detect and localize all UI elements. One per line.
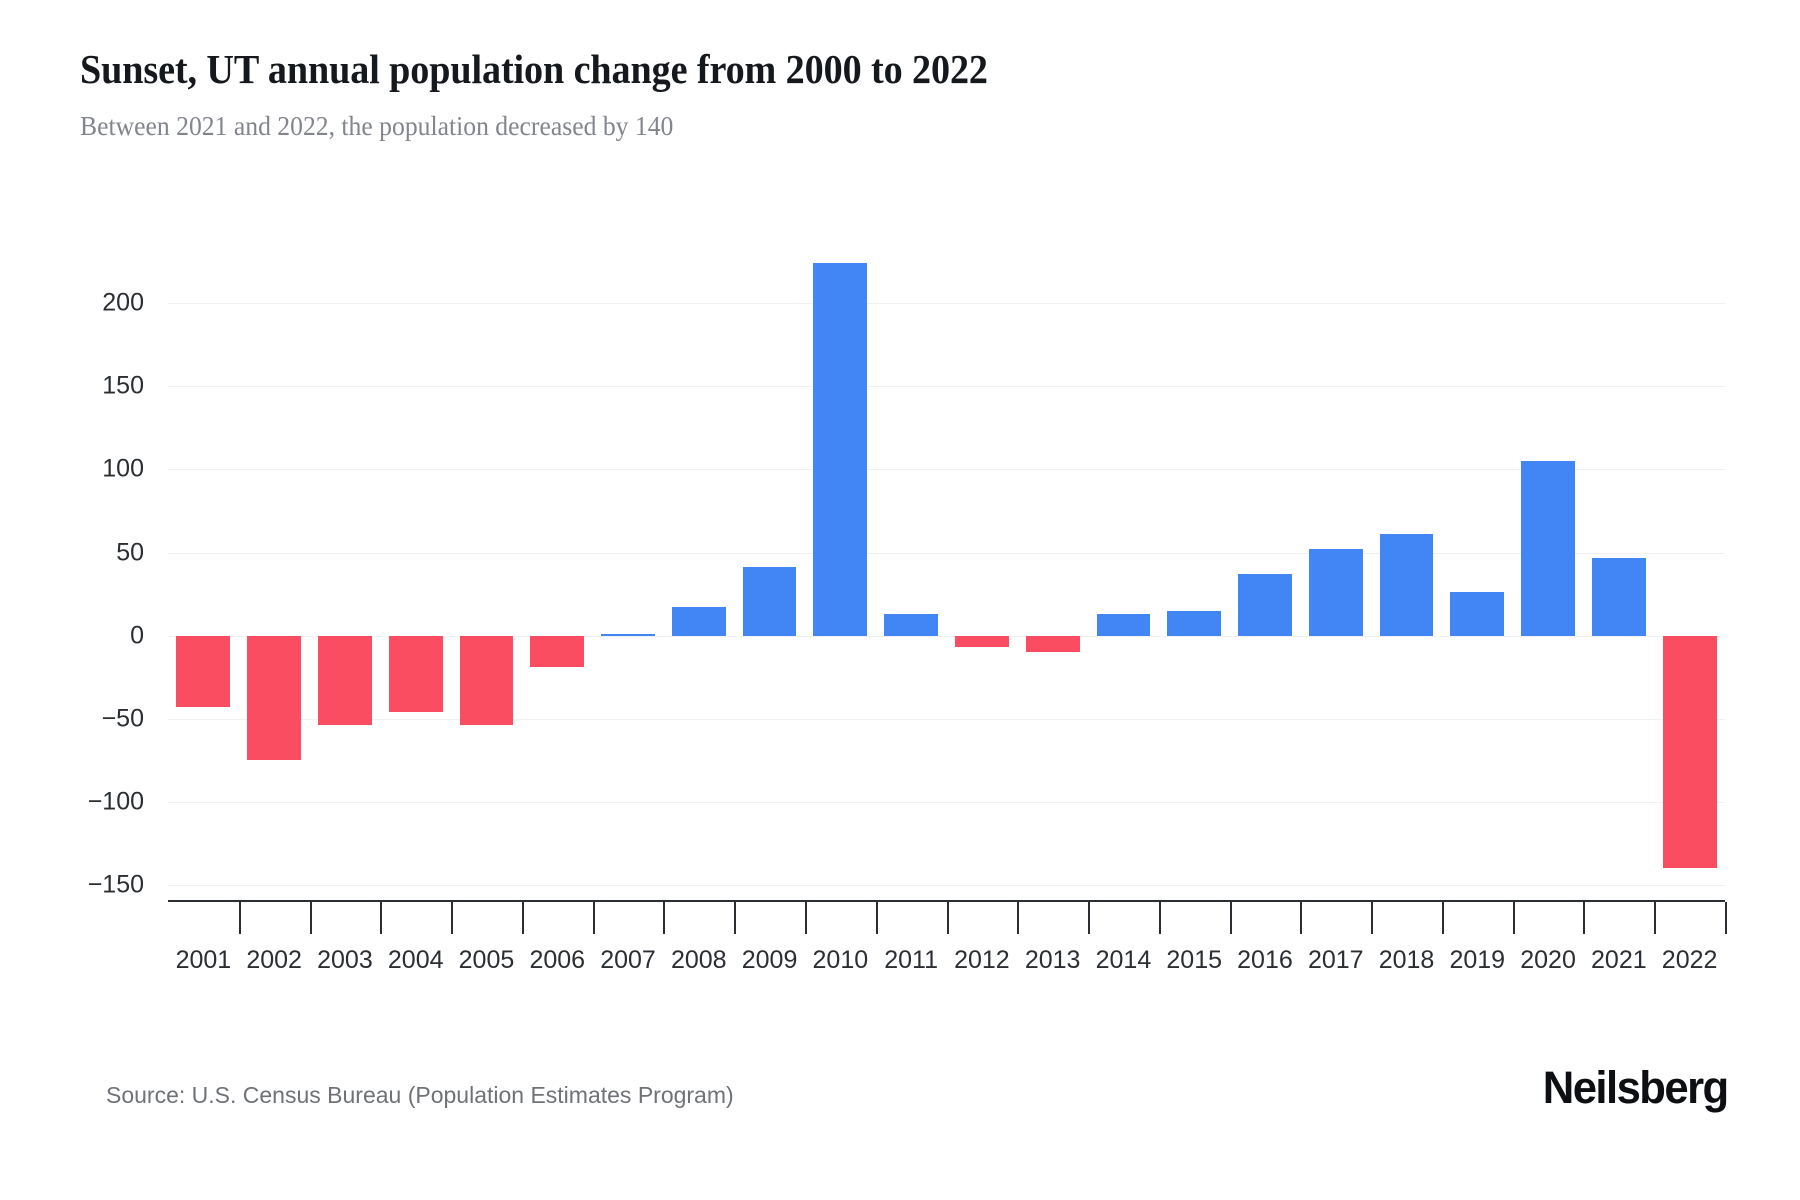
y-axis-tick-label: 150 [102, 371, 144, 400]
x-axis-tick [451, 902, 454, 934]
bar-2004[interactable] [388, 635, 443, 713]
x-axis-tick [238, 902, 241, 934]
bar-2013[interactable] [1025, 635, 1080, 653]
x-axis-tick [804, 902, 807, 934]
x-axis-tick [521, 902, 524, 934]
x-axis-tick-label: 2020 [1520, 946, 1576, 974]
x-axis-tick [1017, 902, 1020, 934]
gridline [168, 718, 1725, 720]
y-axis-tick-label: 0 [130, 621, 144, 650]
x-axis-tick [309, 902, 312, 934]
x-axis-tick-label: 2005 [458, 946, 515, 974]
gridline [168, 386, 1725, 388]
bar-2007[interactable] [601, 633, 655, 636]
gridline [168, 635, 1725, 637]
x-axis-tick-label: 2010 [812, 946, 869, 974]
bar-chart: −150 −100 −50 0 50 100 150 200 [88, 245, 1725, 899]
gridline [168, 801, 1725, 803]
gridline [168, 885, 1725, 886]
x-axis-tick-label: 2018 [1378, 946, 1435, 974]
y-axis-tick-label: −100 [87, 787, 144, 816]
bar-2009[interactable] [742, 567, 797, 636]
x-axis-line [168, 900, 1725, 902]
x-axis-tick-label: 2009 [741, 946, 798, 974]
x-axis-tick [1158, 902, 1161, 934]
x-axis-tick [663, 902, 666, 934]
x-axis-tick [1725, 902, 1727, 934]
bar-2008[interactable] [671, 607, 726, 636]
x-axis-tick-label: 2019 [1449, 946, 1506, 974]
bar-2011[interactable] [884, 614, 938, 636]
x-axis-tick [1371, 902, 1374, 934]
x-axis-tick-label: 2002 [246, 946, 302, 974]
bars-group [168, 245, 1725, 885]
y-axis-tick-label: −50 [101, 704, 144, 733]
bar-2021[interactable] [1591, 557, 1646, 636]
bar-2012[interactable] [954, 635, 1009, 648]
gridline [168, 303, 1725, 305]
y-axis-tick-label: −150 [87, 870, 144, 899]
bar-2003[interactable] [318, 635, 372, 726]
bar-2022[interactable] [1662, 635, 1717, 869]
x-axis-tick [1512, 902, 1515, 934]
bar-2010[interactable] [813, 263, 868, 636]
y-axis-tick-label: 50 [116, 538, 144, 567]
x-axis-tick-label: 2022 [1661, 946, 1718, 974]
x-axis-tick-label: 2013 [1024, 946, 1081, 974]
x-axis-tick [1088, 902, 1091, 934]
x-axis-tick-label: 2014 [1095, 946, 1152, 974]
y-axis-tick-label: 200 [102, 288, 144, 317]
x-axis-tick-label: 2011 [884, 946, 938, 974]
x-axis-tick-label: 2008 [670, 946, 727, 974]
x-axis-tick-label: 2021 [1591, 946, 1647, 974]
x-axis-tick-label: 2017 [1307, 946, 1364, 974]
x-axis-tick-label: 2003 [317, 946, 373, 974]
x-axis-tick-label: 2001 [175, 946, 232, 974]
chart-subtitle: Between 2021 and 2022, the population de… [80, 111, 674, 141]
page-title: Sunset, UT annual population change from… [80, 46, 988, 92]
x-axis-tick [946, 902, 949, 934]
x-axis-tick [592, 902, 595, 934]
y-axis-tick-label: 100 [102, 454, 144, 483]
brand-logo: Neilsberg [1543, 1062, 1730, 1113]
x-axis-tick [875, 902, 878, 934]
bar-2020[interactable] [1521, 461, 1575, 636]
x-axis-tick-label: 2016 [1237, 946, 1293, 974]
x-axis-tick-label: 2015 [1166, 946, 1223, 974]
bar-2002[interactable] [247, 635, 302, 761]
bar-2001[interactable] [176, 635, 231, 708]
bar-2017[interactable] [1308, 549, 1363, 636]
bar-2014[interactable] [1096, 614, 1151, 636]
gridline [168, 469, 1725, 471]
bar-2015[interactable] [1167, 610, 1222, 636]
chart-header: Sunset, UT annual population change from… [80, 44, 1730, 144]
x-axis-tick [1583, 902, 1586, 934]
x-axis-tick-label: 2006 [529, 946, 586, 974]
x-axis-tick [1229, 902, 1232, 934]
x-axis-tick [734, 902, 737, 934]
x-axis-tick [1300, 902, 1303, 934]
bar-2018[interactable] [1379, 534, 1434, 636]
x-axis-tick [1441, 902, 1444, 934]
x-axis-tick [380, 902, 383, 934]
bar-2019[interactable] [1450, 592, 1505, 636]
x-axis-tick [1654, 902, 1657, 934]
x-axis-tick-label: 2004 [387, 946, 444, 974]
bar-2006[interactable] [530, 635, 585, 668]
bar-2005[interactable] [459, 635, 514, 726]
bar-2016[interactable] [1238, 574, 1292, 636]
source-note: Source: U.S. Census Bureau (Population E… [106, 1082, 734, 1108]
x-axis-tick-label: 2007 [600, 946, 656, 974]
gridline [168, 552, 1725, 554]
x-axis-tick-label: 2012 [954, 946, 1010, 974]
